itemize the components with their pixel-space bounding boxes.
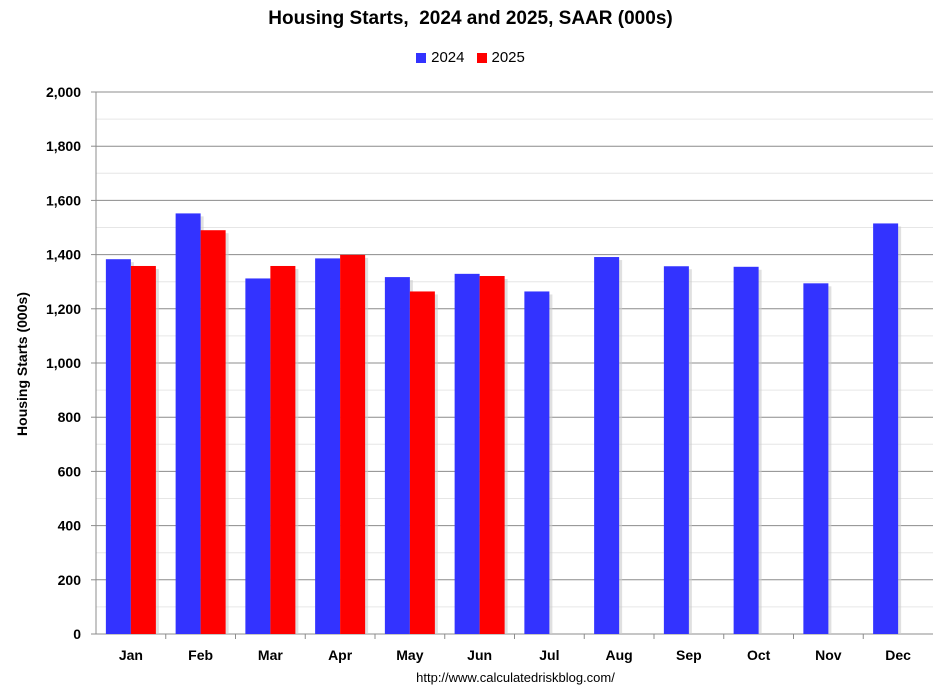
legend-swatch-2024 [416, 52, 427, 63]
bar-2024-aug [594, 257, 620, 634]
x-tick-label: Aug [606, 647, 633, 663]
x-tick-label: Jun [467, 647, 492, 663]
legend-label-2025: 2025 [491, 49, 525, 66]
legend-label-2024: 2024 [431, 49, 465, 66]
bar-2024-jul [524, 291, 550, 634]
bar-2024-dec [873, 223, 899, 634]
y-tick-label: 1,200 [46, 301, 81, 317]
bar-2024-may [384, 277, 410, 634]
x-tick-label: Feb [188, 647, 213, 663]
y-tick-label: 800 [58, 409, 82, 425]
legend-swatch-2025 [476, 52, 487, 63]
legend-item-2024: 2024 [416, 49, 465, 66]
y-tick-label: 600 [58, 463, 82, 479]
y-tick-label: 400 [58, 518, 82, 534]
y-tick-label: 200 [58, 572, 82, 588]
bar-2025-apr [340, 254, 366, 634]
y-tick-label: 1,000 [46, 355, 81, 371]
bar-2024-feb [175, 213, 201, 634]
bar-2024-jan [105, 259, 131, 634]
x-tick-label: Oct [747, 647, 771, 663]
x-tick-label: Dec [885, 647, 911, 663]
bar-2024-mar [245, 278, 271, 634]
x-tick-label: Jan [119, 647, 143, 663]
x-tick-label: Mar [258, 647, 283, 663]
legend: 2024 2025 [0, 49, 941, 66]
chart-title: Housing Starts, 2024 and 2025, SAAR (000… [268, 8, 673, 29]
bar-2025-may [409, 291, 435, 634]
x-tick-label: Nov [815, 647, 842, 663]
x-tick-label: Sep [676, 647, 702, 663]
y-tick-label: 2,000 [46, 84, 81, 100]
bar-2025-feb [200, 230, 226, 634]
x-tick-label: May [396, 647, 423, 663]
y-tick-label: 1,400 [46, 247, 81, 263]
source-url: http://www.calculatedriskblog.com/ [416, 670, 615, 685]
legend-item-2025: 2025 [476, 49, 525, 66]
bar-2024-jun [454, 273, 480, 634]
bar-2025-mar [270, 265, 296, 634]
bar-2025-jun [479, 276, 505, 634]
bar-2024-oct [733, 266, 759, 634]
y-tick-label: 1,800 [46, 138, 81, 154]
bar-2024-sep [663, 266, 689, 634]
bar-2025-jan [130, 265, 156, 634]
x-tick-label: Apr [328, 647, 353, 663]
bar-2024-apr [315, 258, 341, 634]
y-tick-label: 1,600 [46, 192, 81, 208]
bar-2024-nov [803, 283, 829, 634]
x-tick-label: Jul [539, 647, 559, 663]
y-tick-label: 0 [73, 626, 81, 642]
